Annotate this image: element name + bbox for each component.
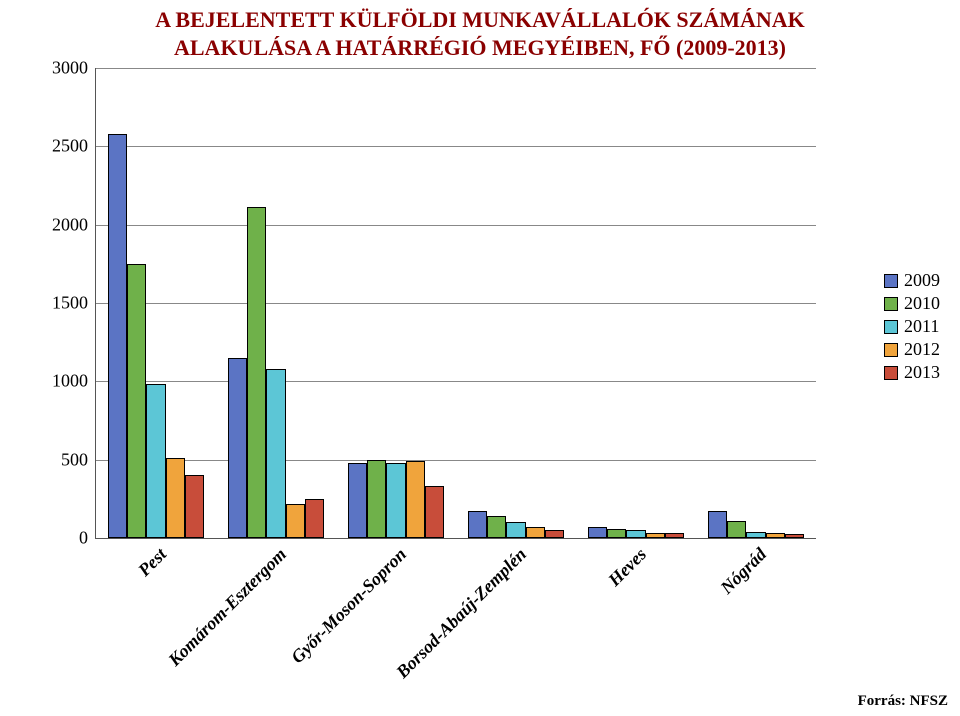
bar-group: Pest [96,68,216,538]
chart-title-line1: A BEJELENTETT KÜLFÖLDI MUNKAVÁLLALÓK SZÁ… [0,6,960,34]
bar [626,530,645,538]
bar [108,134,127,538]
bar-group: Győr-Moson-Sopron [336,68,456,538]
legend-swatch [884,343,898,357]
source-label: Forrás: NFSZ [858,693,948,710]
bar [487,516,506,538]
xtick-label: Nógrád [716,544,770,598]
bar [425,486,444,538]
xtick-label: Győr-Moson-Sopron [287,544,411,668]
bar [646,533,665,538]
bar [166,458,185,538]
bar [708,511,727,538]
bar-group: Komárom-Esztergom [216,68,336,538]
bar [607,529,626,538]
ytick-label: 1000 [52,371,88,392]
bar [526,527,545,538]
legend-label: 2011 [904,316,939,337]
xtick-label: Komárom-Esztergom [164,544,291,671]
bar [348,463,367,538]
legend-label: 2013 [904,362,940,383]
legend-swatch [884,297,898,311]
xtick-label: Heves [604,544,651,591]
bar [588,527,607,538]
bar-group: Heves [576,68,696,538]
bar [468,511,487,538]
ytick-label: 0 [79,528,88,549]
xtick-label: Pest [134,544,171,581]
bar [367,460,386,538]
bar [127,264,146,538]
bar [266,369,285,538]
legend-item: 2012 [884,339,940,360]
legend-label: 2010 [904,293,940,314]
bar [185,475,204,538]
ytick-label: 3000 [52,58,88,79]
bar [228,358,247,538]
legend-swatch [884,274,898,288]
bar-group: Nógrád [696,68,816,538]
bar [506,522,525,538]
ytick-label: 2000 [52,214,88,235]
legend-label: 2009 [904,270,940,291]
bar-group: Borsod-Abaúj-Zemplén [456,68,576,538]
legend-item: 2011 [884,316,940,337]
bar [727,521,746,538]
bar [785,534,804,538]
bar [386,463,405,538]
bar [146,384,165,538]
bar [406,461,425,538]
legend-item: 2013 [884,362,940,383]
legend-item: 2009 [884,270,940,291]
legend-label: 2012 [904,339,940,360]
legend-item: 2010 [884,293,940,314]
bar [746,532,765,538]
legend-swatch [884,320,898,334]
bar [766,533,785,538]
xtick-label: Borsod-Abaúj-Zemplén [392,544,531,683]
chart-area: 050010001500200025003000PestKomárom-Eszt… [40,48,940,668]
legend: 20092010201120122013 [884,268,940,385]
legend-swatch [884,366,898,380]
ytick-label: 2500 [52,136,88,157]
bar [305,499,324,538]
bar [545,530,564,538]
ytick-label: 1500 [52,293,88,314]
bar [665,533,684,538]
bar [247,207,266,538]
plot-region: 050010001500200025003000PestKomárom-Eszt… [95,68,816,539]
ytick-label: 500 [61,449,88,470]
bar [286,504,305,538]
